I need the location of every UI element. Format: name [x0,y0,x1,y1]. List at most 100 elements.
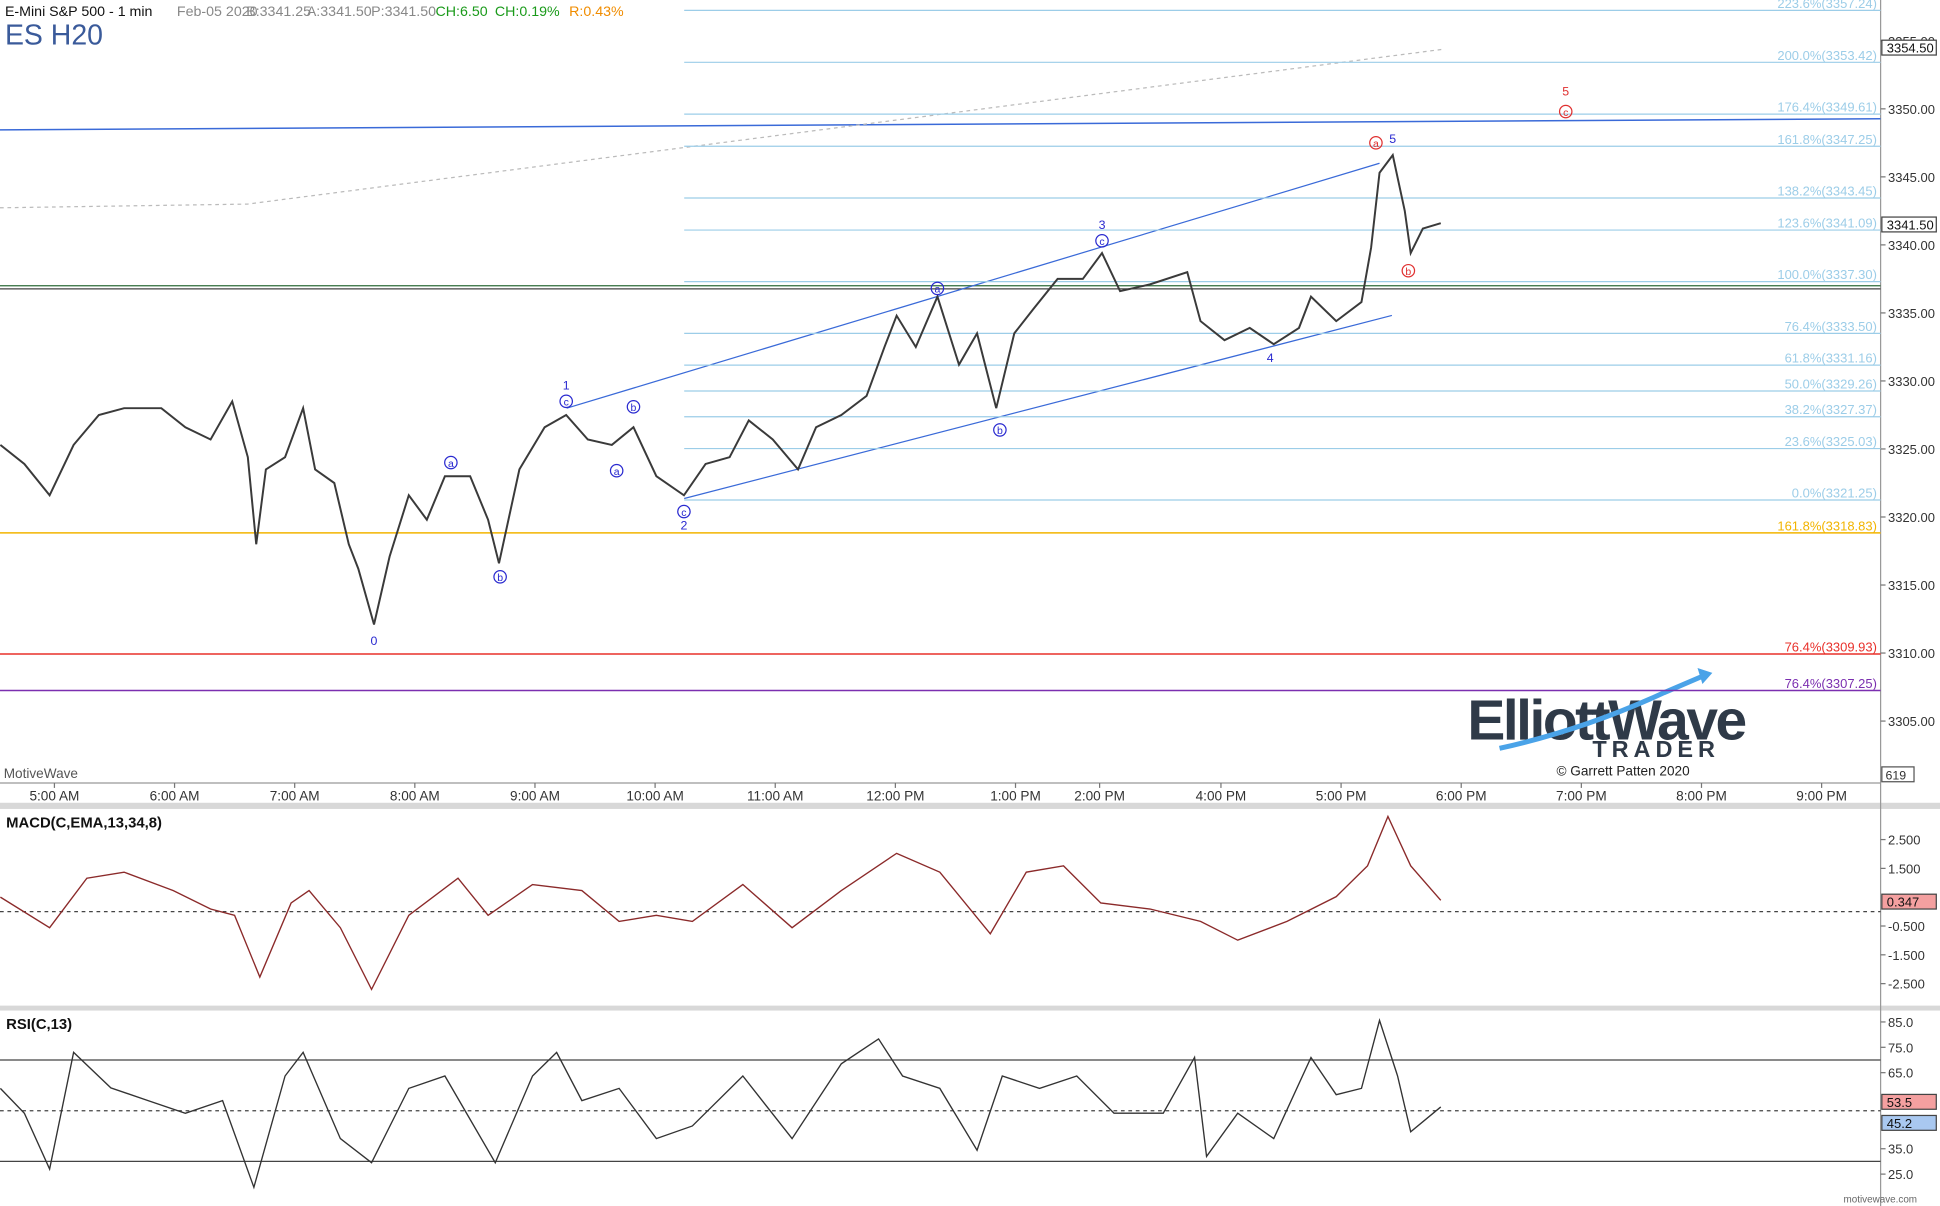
y-tick-label: 3315.00 [1888,578,1935,593]
header-field: CH:6.50 [436,4,488,20]
wave-label: b [997,425,1003,437]
wave-label: a [1373,138,1379,150]
price-flag [1881,893,1937,910]
price-flag [1881,39,1937,56]
x-tick-label: 8:00 AM [390,788,440,803]
wave-label: a [448,458,454,470]
channel-line [566,162,1380,409]
level-label: 76.4%(3309.93) [1785,640,1877,655]
fib-label: 50.0%(3329.26) [1785,377,1877,392]
x-tick-label: 6:00 AM [150,788,200,803]
x-tick-label: 12:00 PM [866,788,924,803]
header-field: CH:0.19% [495,4,560,20]
y-tick-label: 35.0 [1888,1142,1913,1157]
x-tick-label: 11:00 AM [747,788,803,803]
logo-name: ElliottWave [1467,689,1745,753]
y-tick-label: -0.500 [1888,919,1925,934]
watermark: MotiveWave [4,766,78,781]
y-tick-label: 65.0 [1888,1066,1913,1081]
wave-label: c [681,507,686,519]
price-flag-label: 0.347 [1887,895,1919,910]
logo-arrow [1697,667,1713,685]
wave-label: c [1099,236,1104,248]
fib-label: 0.0%(3321.25) [1792,486,1877,501]
y-tick-label: 25.0 [1888,1167,1913,1182]
fib-label: 76.4%(3333.50) [1785,319,1877,334]
wave-label: 2 [680,518,687,532]
y-tick-label: 85.0 [1888,1015,1913,1030]
x-tick-label: 8:00 PM [1676,788,1727,803]
level-label: 161.8%(3318.83) [1777,518,1877,533]
wave-circle [1095,234,1109,248]
symbol: ES H20 [5,20,103,52]
panel-separator [0,1005,1940,1011]
wave-label: 1 [563,378,570,392]
x-tick-label: 2:00 PM [1074,788,1125,803]
channel-line [684,314,1393,500]
fib-label: 61.8%(3331.16) [1785,351,1877,366]
series-line [0,814,1442,991]
fib-label: 100.0%(3337.30) [1777,267,1877,282]
volume-label: 619 [1886,768,1907,782]
fib-label: 161.8%(3347.25) [1777,132,1877,147]
price-flag [1881,1114,1937,1131]
y-tick-label: 3350.00 [1888,102,1935,117]
trend-line [0,118,1881,131]
fib-label: 23.6%(3325.03) [1785,434,1877,449]
header-field: B:3341.25 [246,4,311,20]
wave-circle [559,394,574,409]
panel-title: MACD(C,EMA,13,34,8) [6,816,162,832]
price-flag-label: 3341.50 [1887,217,1934,232]
wave-label: b [1405,266,1411,278]
y-tick-label: 1.500 [1888,861,1920,876]
price-flag-label: 53.5 [1887,1095,1912,1110]
header: ES H20 [5,20,103,52]
fib-label: 200.0%(3353.42) [1777,48,1877,63]
y-tick-label: 3305.00 [1888,714,1935,729]
level-label: 76.4%(3307.25) [1785,676,1877,691]
price-flag-label: 3354.50 [1887,41,1934,56]
fib-label: 138.2%(3343.45) [1777,183,1877,198]
header-field: A:3341.50 [307,4,372,20]
wave-circle [1369,136,1383,150]
wave-label: 0 [371,634,378,648]
panel-separator [0,802,1940,809]
wave-circle [677,504,691,519]
logo-swoosh [1499,671,1709,751]
site: motivewave.com [1843,1194,1917,1205]
fib-label: 176.4%(3349.61) [1777,100,1877,115]
series-line [0,152,1442,625]
wave-label: a [614,466,620,478]
header-field: P:3341.50 [371,4,436,20]
wave-label: b [497,572,503,584]
header-field: E-Mini S&P 500 - 1 min [5,4,153,20]
wave-circle [993,423,1007,437]
logo: ElliottWave TRADER © Garrett Patten 2020 [1467,667,1748,779]
price-flag [1881,216,1937,233]
x-tick-label: 9:00 PM [1796,788,1847,803]
wave-label: 4 [1267,351,1274,365]
y-tick-label: 3320.00 [1888,510,1935,525]
x-tick-label: 9:00 AM [510,788,560,803]
volume-flag [1881,766,1915,783]
wave-label: c [1563,107,1568,119]
series-line [0,1018,1442,1190]
x-tick-label: 5:00 AM [29,788,79,803]
fib-label: 223.6%(3357.24) [1777,0,1877,11]
y-tick-label: 3330.00 [1888,374,1935,389]
panel-title: RSI(C,13) [6,1017,72,1033]
y-tick-label: 3345.00 [1888,170,1935,185]
y-tick-label: -1.500 [1888,948,1925,963]
wave-label: b [631,402,637,414]
wave-circle [609,463,624,478]
logo-sub: TRADER [1592,736,1720,762]
wave-label: a [935,284,941,296]
wave-circle [626,399,641,414]
x-tick-label: 5:00 PM [1316,788,1367,803]
y-tick-label: 75.0 [1888,1040,1913,1055]
wave-circle [1401,263,1416,278]
wave-circle [930,281,945,296]
price-flag [1881,1093,1937,1110]
wave-circle [1558,104,1573,119]
